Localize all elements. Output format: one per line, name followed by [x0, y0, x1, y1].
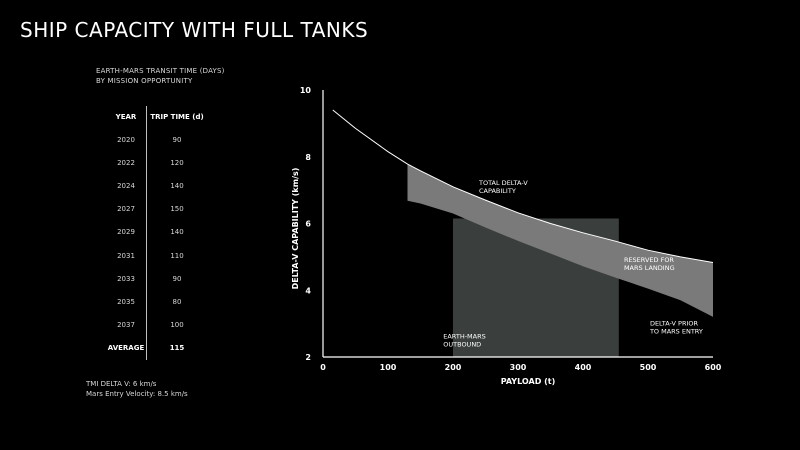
- trip-time-cell: 140: [146, 174, 207, 198]
- table-row: 2037 100: [106, 313, 207, 337]
- mission-notes: TMI DELTA V: 6 km/s Mars Entry Velocity:…: [86, 379, 188, 399]
- reserved-mars-landing-band: [407, 164, 713, 317]
- annotation-line: OUTBOUND: [443, 341, 481, 349]
- column-header-year: YEAR: [115, 113, 137, 121]
- year-cell: 2027: [117, 205, 135, 214]
- annotation-line: DELTA-V PRIOR: [650, 319, 699, 327]
- chart-annotation: DELTA-V PRIOR TO MARS ENTRY: [649, 319, 703, 335]
- x-tick-label: 100: [380, 363, 397, 372]
- x-tick-label: 300: [510, 363, 527, 372]
- x-tick-labels: 0 100 200 300 400 500 600: [320, 363, 722, 372]
- average-label: AVERAGE: [107, 344, 145, 353]
- table-row: 2029 140: [106, 220, 207, 244]
- year-cell: 2033: [117, 274, 135, 283]
- annotation-line: EARTH-MARS: [443, 333, 486, 341]
- y-tick-label: 2: [305, 353, 311, 362]
- table-body: 2020 90 2022 120 2024 140 2027 150 2029 …: [106, 128, 207, 360]
- page-title: SHIP CAPACITY WITH FULL TANKS: [20, 18, 369, 42]
- table-row: 2020 90: [106, 128, 207, 152]
- trip-time-cell: 90: [146, 267, 207, 291]
- annotation-line: TO MARS ENTRY: [649, 327, 703, 335]
- year-cell: 2029: [117, 228, 135, 237]
- chart-annotations: TOTAL DELTA-V CAPABILITY RESERVED FOR MARS …: [443, 179, 703, 349]
- x-tick-label: 0: [320, 363, 326, 372]
- chart-annotation: RESERVED FOR MARS LANDING: [624, 256, 675, 272]
- column-header-trip-time: TRIP TIME (d): [146, 106, 207, 128]
- year-cell: 2035: [117, 297, 135, 306]
- trip-time-cell: 110: [146, 243, 207, 268]
- average-row: AVERAGE 115: [106, 336, 207, 360]
- trip-time-cell: 120: [146, 151, 207, 175]
- annotation-line: TOTAL DELTA-V: [478, 179, 528, 187]
- table-row: 2027 150: [106, 197, 207, 221]
- x-tick-label: 400: [575, 363, 592, 372]
- annotation-line: MARS LANDING: [624, 264, 675, 272]
- year-cell: 2024: [117, 181, 135, 190]
- table-row: 2024 140: [106, 174, 207, 198]
- table-row: 2022 120: [106, 151, 207, 175]
- tmi-note: TMI DELTA V: 6 km/s: [86, 380, 157, 388]
- year-cell: 2022: [117, 158, 135, 167]
- y-tick-label: 10: [300, 86, 312, 95]
- trip-time-cell: 90: [146, 128, 207, 152]
- y-tick-label: 8: [305, 153, 311, 162]
- table-subtitle: EARTH-MARS TRANSIT TIME (DAYS) BY MISSIO…: [96, 66, 225, 86]
- trip-time-cell: 80: [146, 290, 207, 314]
- trip-time-cell: 140: [146, 220, 207, 244]
- annotation-line: RESERVED FOR: [624, 256, 674, 264]
- entry-velocity-note: Mars Entry Velocity: 8.5 km/s: [86, 390, 188, 398]
- year-cell: 2020: [117, 135, 135, 144]
- table-row: 2033 90: [106, 267, 207, 291]
- year-cell: 2031: [117, 251, 135, 260]
- average-value: 115: [146, 336, 207, 360]
- y-axis-label: DELTA-V CAPABILITY (km/s): [291, 168, 300, 290]
- trip-time-cell: 150: [146, 197, 207, 221]
- x-axis-label: PAYLOAD (t): [501, 377, 556, 386]
- chart-fills: [323, 164, 713, 357]
- x-tick-label: 500: [640, 363, 657, 372]
- subtitle-line-2: BY MISSION OPPORTUNITY: [96, 77, 193, 85]
- total-delta-v-curve: [332, 109, 714, 263]
- table-header-row: YEAR TRIP TIME (d): [106, 106, 207, 128]
- subtitle-line-1: EARTH-MARS TRANSIT TIME (DAYS): [96, 67, 225, 75]
- x-tick-label: 600: [705, 363, 722, 372]
- table-row: 2031 110: [106, 243, 207, 268]
- chart-annotation: TOTAL DELTA-V CAPABILITY: [478, 179, 528, 195]
- x-tick-label: 200: [445, 363, 462, 372]
- y-tick-label: 4: [305, 286, 311, 295]
- chart-axes: [322, 90, 713, 358]
- y-tick-label: 6: [305, 220, 311, 229]
- transit-time-table: YEAR TRIP TIME (d) 2020 90 2022 120 2024…: [106, 106, 207, 360]
- year-cell: 2037: [117, 321, 135, 330]
- trip-time-cell: 100: [146, 313, 207, 337]
- annotation-line: CAPABILITY: [479, 187, 516, 195]
- y-tick-labels: 2 4 6 8 10: [300, 86, 312, 362]
- chart-annotation: EARTH-MARS OUTBOUND: [443, 333, 486, 349]
- earth-mars-outbound-area: [323, 218, 619, 357]
- table-row: 2035 80: [106, 290, 207, 314]
